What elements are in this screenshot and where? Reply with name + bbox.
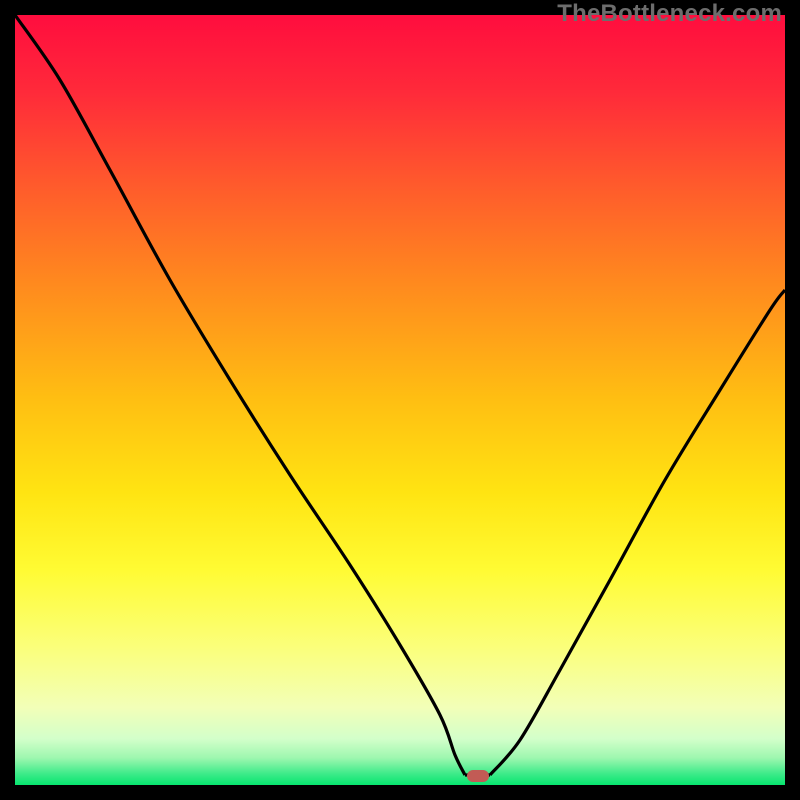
chart-frame: TheBottleneck.com <box>0 0 800 800</box>
plot-area <box>15 15 785 785</box>
watermark-text: TheBottleneck.com <box>557 0 782 28</box>
